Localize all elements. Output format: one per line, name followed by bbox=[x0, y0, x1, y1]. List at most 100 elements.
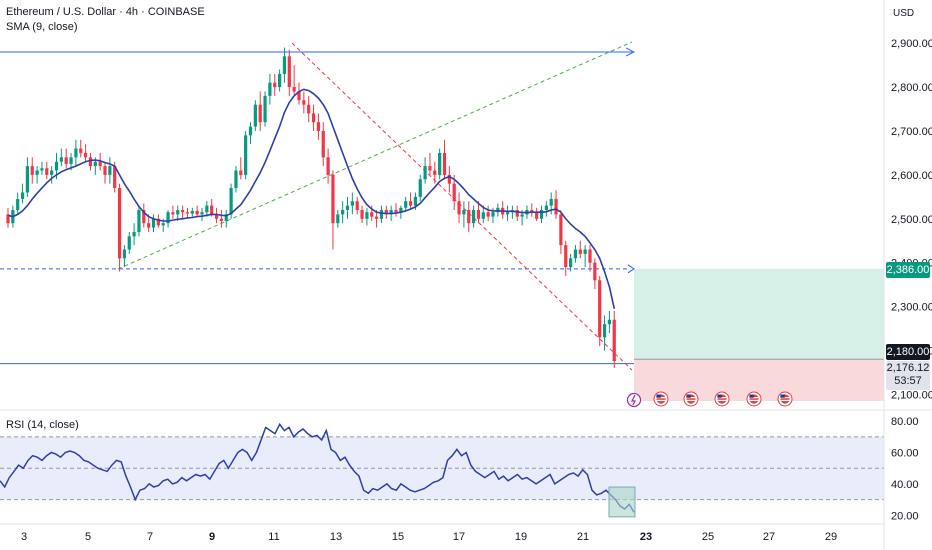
candle-body bbox=[326, 157, 330, 175]
candle bbox=[365, 207, 369, 226]
candle bbox=[185, 207, 190, 219]
flag-stripe bbox=[686, 399, 696, 402]
candle-body bbox=[181, 210, 185, 213]
candle bbox=[40, 161, 44, 175]
candle bbox=[127, 231, 131, 254]
candle bbox=[239, 157, 243, 180]
candle bbox=[137, 205, 141, 237]
candle-body bbox=[569, 258, 573, 268]
candle-body bbox=[214, 214, 219, 219]
candle bbox=[45, 161, 49, 180]
rsi-legend[interactable]: RSI (14, close) bbox=[6, 419, 79, 431]
candle-body bbox=[559, 214, 563, 246]
flag-stripe bbox=[780, 399, 790, 402]
candle bbox=[103, 161, 107, 184]
candle bbox=[350, 192, 354, 215]
sma-line bbox=[7, 88, 616, 309]
candle-body bbox=[505, 212, 510, 215]
us-flag-icon[interactable] bbox=[714, 391, 730, 407]
time-tick-label: 3 bbox=[21, 531, 27, 543]
rsi-line bbox=[0, 422, 635, 513]
candle bbox=[268, 73, 272, 105]
candle bbox=[190, 207, 194, 217]
candle bbox=[326, 148, 330, 184]
bar-countdown: 53:57 bbox=[894, 375, 922, 387]
rising-trendline bbox=[117, 41, 633, 270]
candle bbox=[539, 205, 544, 224]
candle-body bbox=[108, 166, 112, 175]
candle-body bbox=[365, 212, 369, 219]
time-tick-label: 17 bbox=[453, 531, 465, 543]
candle bbox=[588, 245, 592, 272]
candle-body bbox=[588, 249, 592, 263]
candle-body bbox=[278, 73, 282, 88]
candle-body bbox=[408, 201, 413, 206]
candle bbox=[515, 205, 519, 221]
candle-body bbox=[93, 161, 97, 167]
candle-body bbox=[535, 212, 539, 219]
candle-body bbox=[554, 199, 558, 215]
candle-body bbox=[607, 319, 611, 325]
price-tick-label: 2,500.00 bbox=[891, 214, 932, 226]
flag-canton bbox=[780, 394, 785, 398]
time-tick-label: 19 bbox=[515, 531, 527, 543]
candle-body bbox=[54, 161, 59, 171]
candle-body bbox=[583, 249, 587, 254]
sma-legend[interactable]: SMA (9, close) bbox=[6, 21, 78, 33]
falling-trendline bbox=[291, 42, 633, 371]
candle-body bbox=[79, 148, 83, 153]
candle-body bbox=[50, 170, 54, 175]
candle-body bbox=[239, 170, 243, 175]
candle bbox=[321, 122, 325, 167]
us-flag-icon[interactable] bbox=[777, 391, 793, 407]
candle-body bbox=[253, 104, 257, 127]
time-tick-label: 13 bbox=[330, 531, 342, 543]
candle bbox=[253, 100, 257, 131]
candle-body bbox=[355, 201, 359, 211]
us-flag-icon[interactable] bbox=[683, 391, 699, 407]
candle bbox=[122, 245, 126, 268]
candle-body bbox=[84, 152, 88, 158]
candle bbox=[79, 139, 83, 158]
candle bbox=[20, 183, 25, 204]
candle-body bbox=[176, 210, 180, 215]
candle-body bbox=[88, 157, 93, 167]
candle bbox=[345, 196, 350, 219]
flash-circle bbox=[626, 392, 642, 408]
candle-body bbox=[292, 87, 296, 92]
time-tick-label: 27 bbox=[763, 531, 775, 543]
candle-body bbox=[127, 236, 131, 250]
us-flag-icon[interactable] bbox=[653, 391, 669, 407]
flag-stripe bbox=[656, 399, 666, 402]
candle-body bbox=[190, 210, 194, 214]
candle-body bbox=[282, 56, 287, 74]
candle bbox=[292, 65, 296, 96]
candle-body bbox=[64, 157, 68, 164]
candle-body bbox=[195, 210, 199, 215]
candle bbox=[462, 201, 466, 228]
chart-title: Ethereum / U.S. Dollar · 4h · COINBASE bbox=[6, 6, 205, 18]
candle-body bbox=[438, 152, 442, 175]
candle-body bbox=[399, 207, 403, 213]
candle-body bbox=[234, 170, 238, 189]
candle-body bbox=[442, 152, 447, 175]
candle bbox=[30, 157, 34, 184]
candle bbox=[602, 315, 607, 351]
candle bbox=[50, 166, 54, 184]
currency-label[interactable]: USD bbox=[893, 8, 915, 19]
candle bbox=[418, 174, 422, 202]
candle bbox=[181, 205, 185, 219]
us-flag-icon[interactable] bbox=[746, 391, 762, 407]
candle bbox=[428, 152, 432, 175]
candle-body bbox=[476, 210, 481, 219]
candle bbox=[535, 207, 539, 221]
flash-event-icon[interactable] bbox=[626, 392, 642, 408]
candle bbox=[195, 205, 199, 217]
candle-body bbox=[389, 210, 393, 215]
candle bbox=[442, 139, 447, 180]
candle bbox=[583, 245, 587, 268]
arrow-head-icon bbox=[625, 47, 636, 57]
candle bbox=[142, 203, 146, 228]
candle-body bbox=[210, 205, 214, 215]
